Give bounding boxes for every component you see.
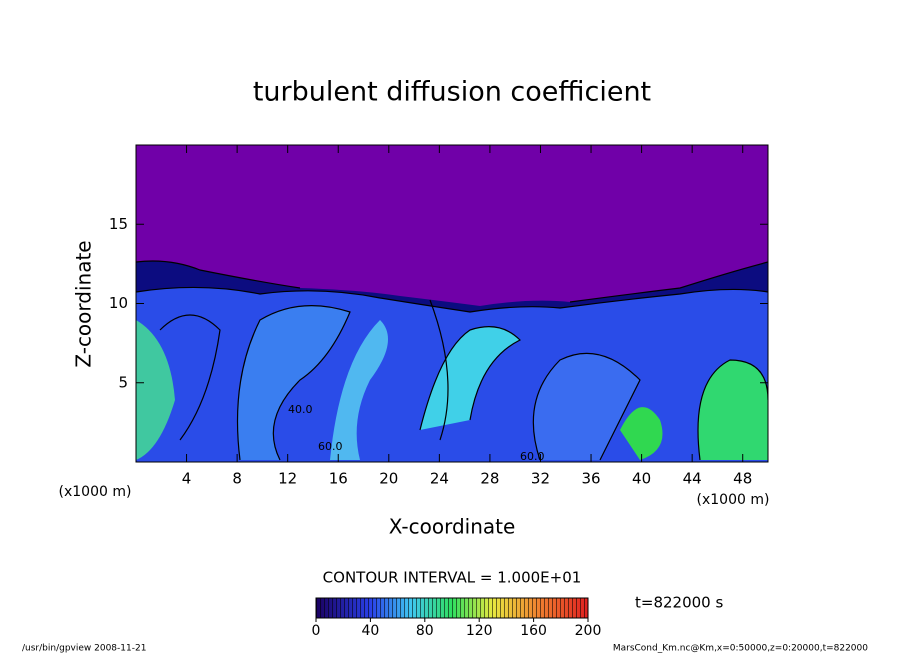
colorbar-frame bbox=[315, 597, 589, 619]
x-unit-label: (x1000 m) bbox=[59, 484, 132, 500]
y-axis-label: Z-coordinate bbox=[72, 240, 96, 367]
contour-label: 60.0 bbox=[318, 440, 343, 453]
x-tick-label: 48 bbox=[733, 470, 752, 488]
x-tick-label: 20 bbox=[379, 470, 398, 488]
footer-left: /usr/bin/gpview 2008-11-21 bbox=[22, 644, 146, 654]
footer-right: MarsCond_Km.nc@Km,x=0:50000,z=0:20000,t=… bbox=[613, 644, 868, 654]
x-tick-label: 44 bbox=[683, 470, 702, 488]
chart-title: turbulent diffusion coefficient bbox=[253, 77, 651, 108]
y-tick-label: 5 bbox=[118, 373, 128, 391]
contour-label: 60.0 bbox=[520, 450, 545, 463]
x-unit-label: (x1000 m) bbox=[697, 492, 770, 508]
colorbar-tick-label: 80 bbox=[416, 623, 434, 639]
contour-field: 40.0 60.0 60.0 bbox=[136, 145, 768, 463]
x-tick-label: 12 bbox=[278, 470, 297, 488]
x-tick-label: 8 bbox=[232, 470, 242, 488]
time-label: t=822000 s bbox=[635, 594, 723, 612]
x-axis-label: X-coordinate bbox=[389, 515, 516, 539]
y-tick-label: 10 bbox=[109, 294, 128, 312]
x-tick-label: 16 bbox=[329, 470, 348, 488]
x-tick-label: 36 bbox=[581, 470, 600, 488]
colorbar-tick-label: 160 bbox=[520, 623, 547, 639]
x-tick-label: 24 bbox=[430, 470, 449, 488]
colorbar-tick-label: 200 bbox=[575, 623, 602, 639]
colorbar-tick-label: 0 bbox=[312, 623, 321, 639]
x-tick-label: 32 bbox=[531, 470, 550, 488]
x-tick-label: 40 bbox=[632, 470, 651, 488]
contour-label: 40.0 bbox=[288, 403, 313, 416]
colorbar-tick-label: 40 bbox=[361, 623, 379, 639]
x-tick-label: 28 bbox=[480, 470, 499, 488]
y-tick-label: 15 bbox=[109, 215, 128, 233]
contour-interval: CONTOUR INTERVAL = 1.000E+01 bbox=[323, 569, 582, 587]
colorbar-tick-label: 120 bbox=[466, 623, 493, 639]
x-tick-label: 4 bbox=[182, 470, 192, 488]
